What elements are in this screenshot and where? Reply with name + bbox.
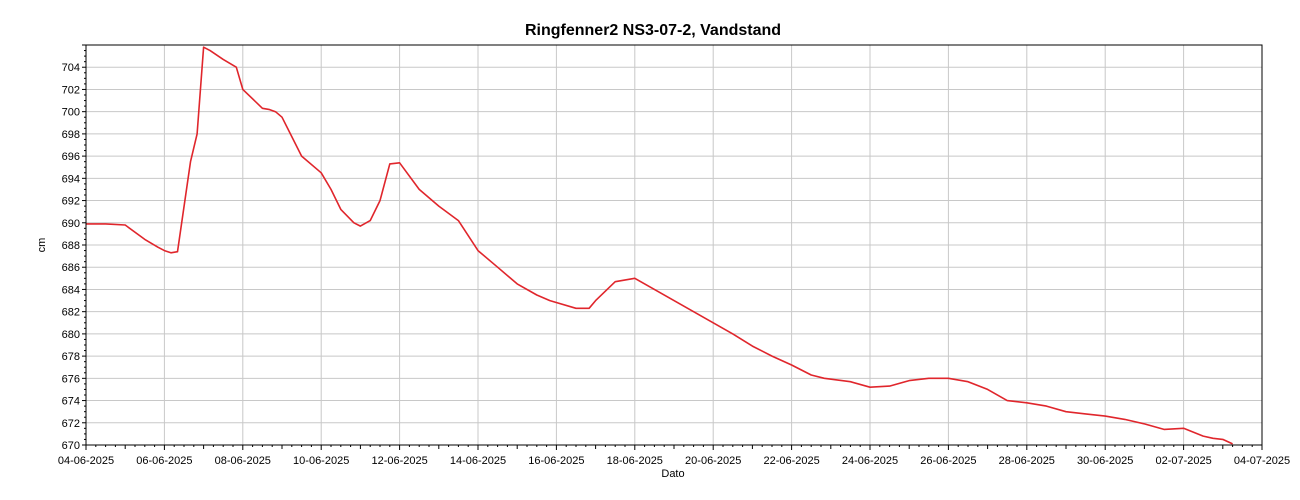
x-axis-label: Dato	[661, 468, 684, 480]
y-tick-label: 678	[62, 351, 80, 363]
x-tick-label: 22-06-2025	[763, 455, 819, 467]
y-axis-label: cm	[36, 238, 48, 253]
y-tick-label: 688	[62, 240, 80, 252]
y-tick-label: 686	[62, 262, 80, 274]
x-tick-label: 04-07-2025	[1234, 455, 1290, 467]
y-tick-label: 680	[62, 329, 80, 341]
x-tick-label: 26-06-2025	[920, 455, 976, 467]
y-tick-label: 702	[62, 84, 80, 96]
x-tick-label: 08-06-2025	[215, 455, 271, 467]
y-tick-label: 674	[62, 396, 80, 408]
y-tick-label: 698	[62, 129, 80, 141]
x-tick-label: 14-06-2025	[450, 455, 506, 467]
y-tick-label: 684	[62, 284, 80, 296]
x-tick-label: 20-06-2025	[685, 455, 741, 467]
x-tick-label: 06-06-2025	[136, 455, 192, 467]
x-tick-label: 18-06-2025	[607, 455, 663, 467]
y-tick-label: 690	[62, 218, 80, 230]
grid-lines	[85, 45, 1263, 446]
y-tick-label: 700	[62, 107, 80, 119]
series-layer	[86, 46, 1233, 445]
y-tick-label: 704	[62, 62, 80, 74]
x-tick-label: 10-06-2025	[293, 455, 349, 467]
y-tick-label: 670	[62, 440, 80, 452]
y-axis: 670 672 674 676 678 680 682 684 686 688 690 692 694 6…	[62, 44, 86, 452]
y-tick-label: 696	[62, 151, 80, 163]
x-tick-label: 02-07-2025	[1155, 455, 1211, 467]
x-tick-label: 16-06-2025	[528, 455, 584, 467]
y-tick-label: 672	[62, 418, 80, 430]
y-tick-label: 692	[62, 196, 80, 208]
y-tick-label: 676	[62, 373, 80, 385]
x-tick-label: 24-06-2025	[842, 455, 898, 467]
x-axis: 04-06-2025 06-06-2025 08-06-2025 10-06-2025…	[58, 445, 1290, 467]
x-tick-label: 12-06-2025	[371, 455, 427, 467]
y-tick-label: 682	[62, 307, 80, 319]
x-tick-label: 04-06-2025	[58, 455, 114, 467]
chart-title: Ringfenner2 NS3-07-2, Vandstand	[525, 22, 781, 39]
x-tick-label: 28-06-2025	[999, 455, 1055, 467]
series-line	[86, 46, 1233, 445]
x-tick-label: 30-06-2025	[1077, 455, 1133, 467]
y-tick-label: 694	[62, 173, 80, 185]
